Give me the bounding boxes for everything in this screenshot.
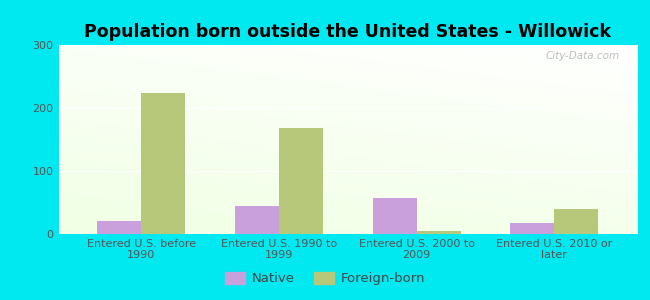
Bar	[141, 93, 185, 234]
Bar	[279, 128, 323, 234]
Bar	[554, 209, 599, 234]
Legend: Native, Foreign-born: Native, Foreign-born	[220, 266, 430, 290]
Bar	[417, 231, 461, 234]
Text: City-Data.com: City-Data.com	[545, 51, 619, 61]
Bar	[372, 198, 417, 234]
Title: Population born outside the United States - Willowick: Population born outside the United State…	[84, 23, 611, 41]
Bar	[97, 221, 141, 234]
Bar	[235, 206, 279, 234]
Bar	[510, 223, 554, 234]
